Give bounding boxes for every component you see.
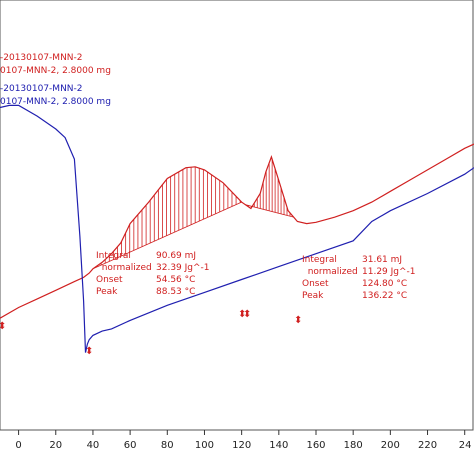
x-tick-label: 60 xyxy=(124,440,137,451)
x-axis: 0 20 40 60 80 100 120 140 160 180 200 220 24 xyxy=(15,430,471,451)
plot-frame xyxy=(0,0,474,431)
annotation-2-value-4: 136.22 °C xyxy=(362,291,407,301)
annotation-2-value-3: 124.80 °C xyxy=(362,279,407,289)
annotation-2-value-2: 11.29 Jg^-1 xyxy=(362,267,416,277)
annotation-1-label-4: Peak xyxy=(96,287,118,297)
annotation-2-value-1: 31.61 mJ xyxy=(362,255,402,265)
x-tick-label: 24 xyxy=(459,440,472,451)
legend: -20130107-MNN-2 0107-MNN-2, 2.8000 mg -2… xyxy=(0,53,111,107)
x-tick-label: 40 xyxy=(87,440,100,451)
x-tick-label: 220 xyxy=(418,440,437,451)
x-tick-label: 100 xyxy=(195,440,214,451)
annotation-peak-2: Integral normalized Onset Peak 31.61 mJ … xyxy=(302,255,416,301)
x-tick-label: 120 xyxy=(232,440,251,451)
annotation-2-label-1: Integral xyxy=(302,255,337,265)
baseline-1 xyxy=(92,201,242,270)
annotation-2-label-4: Peak xyxy=(302,291,324,301)
legend-line-4: 0107-MNN-2, 2.8000 mg xyxy=(0,97,111,107)
annotation-1-label-2: normalized xyxy=(96,263,152,273)
series-line-blue xyxy=(0,104,474,353)
annotation-1-label-1: Integral xyxy=(96,251,131,261)
annotation-1-value-2: 32.39 Jg^-1 xyxy=(156,263,210,273)
marker-red-left: ⬍ xyxy=(0,321,6,332)
x-tick-label: 140 xyxy=(269,440,288,451)
series-line-red xyxy=(0,143,474,319)
annotation-2-label-3: Onset xyxy=(302,279,329,289)
annotation-1-label-3: Onset xyxy=(96,275,123,285)
marker-right-2: ⬍ xyxy=(294,315,302,326)
legend-line-1: -20130107-MNN-2 xyxy=(0,53,83,63)
x-tick-label: 200 xyxy=(381,440,400,451)
x-tick-label: 160 xyxy=(306,440,325,451)
annotation-1-value-3: 54.56 °C xyxy=(156,275,195,285)
annotation-peak-1: Integral normalized Onset Peak 90.69 mJ … xyxy=(96,251,210,297)
x-tick-label: 180 xyxy=(344,440,363,451)
annotation-1-value-4: 88.53 °C xyxy=(156,287,195,297)
x-tick-label: 20 xyxy=(49,440,62,451)
legend-line-3: -20130107-MNN-2 xyxy=(0,84,83,94)
baseline-markers: ⬍ ⬍ ⬍ ⬍ ⬍ xyxy=(0,309,302,357)
annotation-2-label-2: normalized xyxy=(302,267,358,277)
marker-left-1: ⬍ xyxy=(85,346,93,357)
hatch-area-1 xyxy=(96,166,241,267)
annotation-1-value-1: 90.69 mJ xyxy=(156,251,196,261)
baseline-2 xyxy=(245,204,294,218)
x-tick-label: 80 xyxy=(161,440,174,451)
marker-left-2: ⬍ xyxy=(243,309,251,320)
legend-line-2: 0107-MNN-2, 2.8000 mg xyxy=(0,66,111,76)
hatch-area-2 xyxy=(247,159,291,217)
marker-right-1: ⬍ xyxy=(238,309,246,320)
x-tick-label: 0 xyxy=(15,440,21,451)
